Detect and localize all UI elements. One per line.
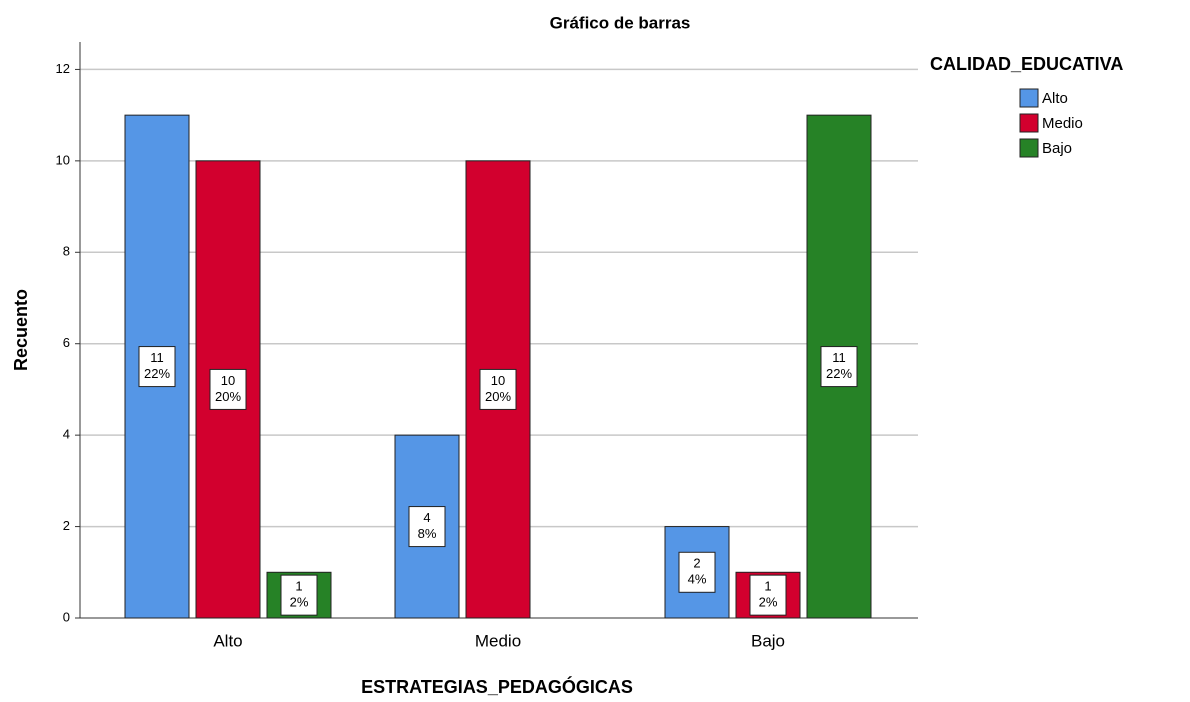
y-tick-label: 2	[63, 518, 70, 533]
legend-swatch	[1019, 138, 1039, 158]
legend-label: Alto	[1042, 90, 1068, 107]
legend-swatch	[1019, 113, 1039, 133]
data-label-box	[138, 346, 176, 388]
x-tick-label: Medio	[475, 631, 521, 650]
legend-label: Medio	[1042, 115, 1083, 132]
y-tick-label: 8	[63, 244, 70, 259]
x-tick-label: Alto	[213, 631, 242, 650]
data-label-percent: 2%	[290, 595, 309, 610]
y-axis-title: Recuento	[11, 289, 31, 371]
y-tick-label: 12	[56, 61, 70, 76]
legend-label: Bajo	[1042, 140, 1072, 157]
data-label: 10	[491, 373, 505, 388]
data-label: 11	[150, 350, 164, 365]
data-label: 11	[832, 350, 846, 365]
data-label-box	[209, 368, 247, 410]
x-axis-title: ESTRATEGIAS_PEDAGÓGICAS	[361, 676, 633, 697]
data-label-box	[408, 506, 446, 548]
data-label: 1	[764, 579, 771, 594]
data-label-box	[820, 346, 858, 388]
data-label-percent: 2%	[759, 595, 778, 610]
data-label-box	[280, 574, 318, 616]
x-tick-label: Bajo	[751, 631, 785, 650]
y-tick-label: 6	[63, 335, 70, 350]
legend-title: CALIDAD_EDUCATIVA	[930, 54, 1123, 74]
data-label: 4	[423, 510, 430, 525]
chart-title: Gráfico de barras	[550, 13, 691, 32]
data-label-percent: 22%	[144, 366, 170, 381]
y-tick-label: 0	[63, 609, 70, 624]
data-label-box	[749, 574, 787, 616]
data-label-percent: 20%	[215, 389, 241, 404]
data-label: 2	[693, 556, 700, 571]
data-label: 1	[295, 579, 302, 594]
legend-swatch	[1019, 88, 1039, 108]
data-label-box	[479, 368, 517, 410]
y-tick-label: 10	[56, 152, 70, 167]
data-label: 10	[221, 373, 235, 388]
y-tick-label: 4	[63, 427, 70, 442]
data-label-box	[678, 551, 716, 593]
data-label-percent: 4%	[688, 572, 707, 587]
data-label-percent: 8%	[418, 526, 437, 541]
data-label-percent: 22%	[826, 366, 852, 381]
data-label-percent: 20%	[485, 389, 511, 404]
